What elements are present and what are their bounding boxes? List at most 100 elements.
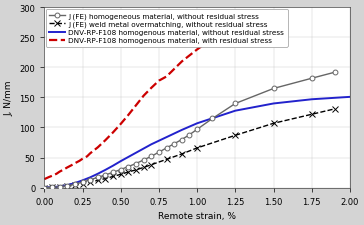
J (FE) homogeneous material, without residual stress: [134, 162, 138, 165]
J (FE) homogeneous material, without residual stress: [165, 147, 169, 150]
J (FE) weld metal overmatching, without residual stress: [195, 147, 199, 150]
DNV-RP-F108 homogenous material, with residual stress: [103, 139, 108, 142]
J (FE) weld metal overmatching, without residual stress: [50, 186, 54, 189]
J (FE) weld metal overmatching, without residual stress: [332, 108, 337, 111]
DNV-RP-F108 homogenous material, without residual stress: [119, 160, 123, 163]
Legend: J (FE) homogeneous material, without residual stress, J (FE) weld metal overmatc: J (FE) homogeneous material, without res…: [46, 10, 288, 47]
DNV-RP-F108 homogenous material, with residual stress: [73, 162, 77, 165]
Line: J (FE) homogeneous material, without residual stress: J (FE) homogeneous material, without res…: [42, 70, 337, 190]
X-axis label: Remote strain, %: Remote strain, %: [158, 211, 236, 220]
DNV-RP-F108 homogenous material, without residual stress: [96, 173, 100, 175]
J (FE) homogeneous material, without residual stress: [111, 171, 115, 174]
DNV-RP-F108 homogenous material, without residual stress: [165, 136, 169, 139]
DNV-RP-F108 homogenous material, with residual stress: [80, 158, 85, 160]
DNV-RP-F108 homogenous material, without residual stress: [111, 164, 115, 167]
Line: DNV-RP-F108 homogenous material, without residual stress: DNV-RP-F108 homogenous material, without…: [44, 97, 350, 188]
J (FE) weld metal overmatching, without residual stress: [42, 186, 47, 189]
J (FE) weld metal overmatching, without residual stress: [126, 171, 131, 173]
J (FE) homogeneous material, without residual stress: [96, 176, 100, 179]
DNV-RP-F108 homogenous material, with residual stress: [42, 178, 47, 181]
J (FE) weld metal overmatching, without residual stress: [111, 175, 115, 178]
J (FE) weld metal overmatching, without residual stress: [233, 134, 238, 137]
J (FE) weld metal overmatching, without residual stress: [165, 158, 169, 161]
DNV-RP-F108 homogenous material, with residual stress: [58, 171, 62, 173]
DNV-RP-F108 homogenous material, with residual stress: [126, 114, 131, 117]
DNV-RP-F108 homogenous material, with residual stress: [180, 61, 184, 63]
J (FE) weld metal overmatching, without residual stress: [180, 153, 184, 155]
DNV-RP-F108 homogenous material, without residual stress: [134, 152, 138, 154]
Line: J (FE) weld metal overmatching, without residual stress: J (FE) weld metal overmatching, without …: [41, 106, 338, 191]
J (FE) homogeneous material, without residual stress: [119, 169, 123, 171]
J (FE) homogeneous material, without residual stress: [142, 159, 146, 162]
J (FE) homogeneous material, without residual stress: [157, 151, 161, 154]
J (FE) homogeneous material, without residual stress: [187, 134, 192, 136]
J (FE) homogeneous material, without residual stress: [80, 181, 85, 184]
J (FE) homogeneous material, without residual stress: [73, 183, 77, 186]
J (FE) homogeneous material, without residual stress: [126, 165, 131, 168]
J (FE) weld metal overmatching, without residual stress: [271, 122, 276, 125]
DNV-RP-F108 homogenous material, without residual stress: [65, 184, 70, 187]
DNV-RP-F108 homogenous material, with residual stress: [111, 131, 115, 134]
DNV-RP-F108 homogenous material, without residual stress: [42, 186, 47, 189]
DNV-RP-F108 homogenous material, without residual stress: [149, 143, 154, 146]
DNV-RP-F108 homogenous material, with residual stress: [47, 176, 51, 179]
DNV-RP-F108 homogenous material, with residual stress: [195, 49, 199, 52]
J (FE) homogeneous material, without residual stress: [233, 103, 238, 105]
DNV-RP-F108 homogenous material, with residual stress: [62, 168, 66, 171]
DNV-RP-F108 homogenous material, with residual stress: [119, 123, 123, 126]
J (FE) weld metal overmatching, without residual stress: [103, 177, 108, 180]
DNV-RP-F108 homogenous material, without residual stress: [80, 179, 85, 182]
DNV-RP-F108 homogenous material, without residual stress: [73, 182, 77, 184]
J (FE) weld metal overmatching, without residual stress: [80, 183, 85, 185]
J (FE) homogeneous material, without residual stress: [103, 174, 108, 177]
DNV-RP-F108 homogenous material, without residual stress: [58, 185, 62, 188]
J (FE) weld metal overmatching, without residual stress: [96, 179, 100, 182]
DNV-RP-F108 homogenous material, with residual stress: [50, 175, 54, 177]
DNV-RP-F108 homogenous material, without residual stress: [103, 169, 108, 171]
J (FE) homogeneous material, without residual stress: [309, 78, 314, 80]
DNV-RP-F108 homogenous material, with residual stress: [70, 164, 74, 167]
J (FE) weld metal overmatching, without residual stress: [149, 164, 154, 166]
DNV-RP-F108 homogenous material, with residual stress: [157, 80, 161, 83]
DNV-RP-F108 homogenous material, with residual stress: [77, 160, 82, 162]
DNV-RP-F108 homogenous material, with residual stress: [142, 95, 146, 98]
DNV-RP-F108 homogenous material, without residual stress: [88, 176, 92, 179]
Y-axis label: J, N/mm: J, N/mm: [5, 80, 14, 116]
J (FE) weld metal overmatching, without residual stress: [73, 184, 77, 187]
J (FE) weld metal overmatching, without residual stress: [134, 169, 138, 171]
DNV-RP-F108 homogenous material, without residual stress: [309, 99, 314, 101]
DNV-RP-F108 homogenous material, without residual stress: [50, 186, 54, 189]
J (FE) weld metal overmatching, without residual stress: [142, 166, 146, 169]
Line: DNV-RP-F108 homogenous material, with residual stress: DNV-RP-F108 homogenous material, with re…: [44, 34, 220, 179]
DNV-RP-F108 homogenous material, with residual stress: [85, 155, 89, 158]
DNV-RP-F108 homogenous material, with residual stress: [149, 87, 154, 90]
J (FE) homogeneous material, without residual stress: [332, 72, 337, 74]
J (FE) homogeneous material, without residual stress: [58, 185, 62, 188]
DNV-RP-F108 homogenous material, with residual stress: [165, 76, 169, 79]
J (FE) weld metal overmatching, without residual stress: [65, 185, 70, 188]
DNV-RP-F108 homogenous material, without residual stress: [348, 96, 352, 99]
J (FE) homogeneous material, without residual stress: [172, 143, 177, 145]
DNV-RP-F108 homogenous material, with residual stress: [88, 152, 92, 155]
J (FE) homogeneous material, without residual stress: [149, 155, 154, 158]
DNV-RP-F108 homogenous material, with residual stress: [210, 38, 215, 41]
J (FE) homogeneous material, without residual stress: [88, 179, 92, 181]
J (FE) homogeneous material, without residual stress: [50, 186, 54, 189]
DNV-RP-F108 homogenous material, without residual stress: [180, 129, 184, 132]
DNV-RP-F108 homogenous material, without residual stress: [271, 103, 276, 105]
DNV-RP-F108 homogenous material, with residual stress: [54, 173, 59, 175]
J (FE) homogeneous material, without residual stress: [195, 128, 199, 131]
DNV-RP-F108 homogenous material, with residual stress: [65, 166, 70, 169]
J (FE) weld metal overmatching, without residual stress: [88, 181, 92, 184]
DNV-RP-F108 homogenous material, with residual stress: [96, 146, 100, 149]
DNV-RP-F108 homogenous material, without residual stress: [195, 122, 199, 125]
DNV-RP-F108 homogenous material, with residual stress: [218, 33, 222, 35]
J (FE) homogeneous material, without residual stress: [180, 139, 184, 141]
J (FE) homogeneous material, without residual stress: [210, 118, 215, 120]
DNV-RP-F108 homogenous material, with residual stress: [134, 104, 138, 107]
J (FE) homogeneous material, without residual stress: [271, 88, 276, 90]
J (FE) weld metal overmatching, without residual stress: [309, 113, 314, 116]
J (FE) weld metal overmatching, without residual stress: [119, 173, 123, 176]
J (FE) weld metal overmatching, without residual stress: [58, 186, 62, 189]
DNV-RP-F108 homogenous material, without residual stress: [233, 110, 238, 112]
